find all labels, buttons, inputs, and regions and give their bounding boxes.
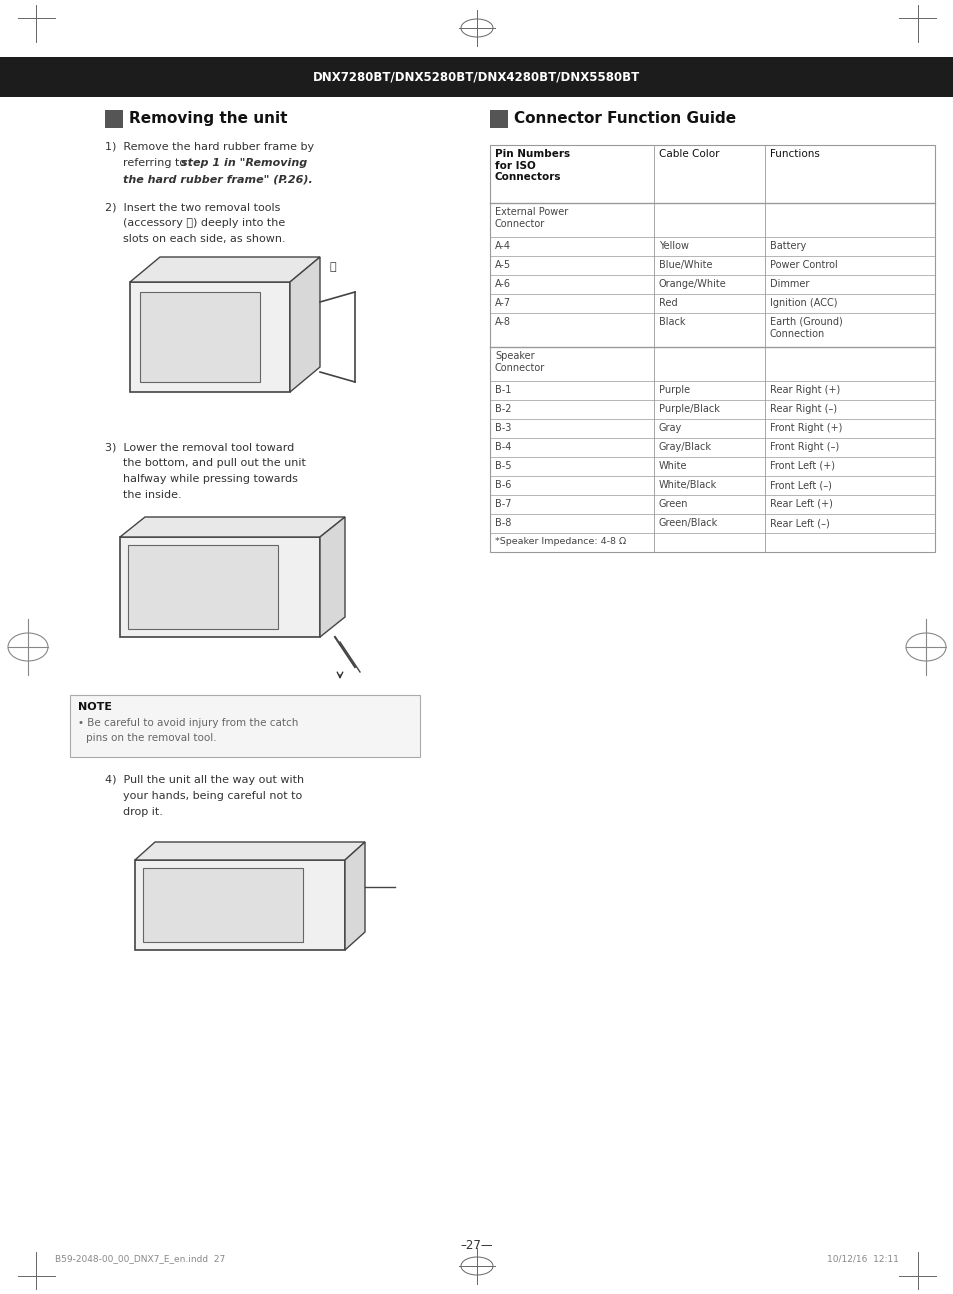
Text: –27—: –27— <box>460 1238 493 1253</box>
Bar <box>490 145 934 553</box>
Polygon shape <box>345 842 365 950</box>
Text: 3)  Lower the removal tool toward: 3) Lower the removal tool toward <box>105 443 294 452</box>
Text: Front Left (+): Front Left (+) <box>769 461 834 471</box>
Text: step 1 in "Removing: step 1 in "Removing <box>181 158 307 168</box>
Text: 2)  Insert the two removal tools: 2) Insert the two removal tools <box>105 202 280 212</box>
Text: Front Right (+): Front Right (+) <box>769 423 841 433</box>
Text: Red: Red <box>659 298 677 308</box>
Text: Green/Black: Green/Black <box>659 518 718 528</box>
Text: B-4: B-4 <box>495 443 511 452</box>
Bar <box>130 282 290 392</box>
Text: 10/12/16  12:11: 10/12/16 12:11 <box>826 1254 898 1263</box>
Text: the bottom, and pull out the unit: the bottom, and pull out the unit <box>123 458 306 468</box>
Text: Gray/Black: Gray/Black <box>659 443 711 452</box>
Text: Front Left (–): Front Left (–) <box>769 480 831 490</box>
Text: B-8: B-8 <box>495 518 511 528</box>
Bar <box>70 695 419 757</box>
Text: *Speaker Impedance: 4-8 Ω: *Speaker Impedance: 4-8 Ω <box>495 537 625 546</box>
Polygon shape <box>120 518 345 537</box>
Text: Speaker
Connector: Speaker Connector <box>495 351 545 373</box>
Bar <box>143 868 303 942</box>
Text: B-5: B-5 <box>495 461 511 471</box>
Text: Rear Right (+): Rear Right (+) <box>769 386 840 395</box>
Text: Removing the unit: Removing the unit <box>129 111 287 126</box>
Polygon shape <box>130 258 319 282</box>
Bar <box>490 110 507 128</box>
Text: Earth (Ground)
Connection: Earth (Ground) Connection <box>769 317 841 339</box>
Text: A-5: A-5 <box>495 260 511 270</box>
Text: Connector Function Guide: Connector Function Guide <box>514 111 736 126</box>
Text: External Power
Connector: External Power Connector <box>495 207 568 229</box>
Text: Functions: Functions <box>769 149 819 159</box>
Text: Front Right (–): Front Right (–) <box>769 443 839 452</box>
Text: White/Black: White/Black <box>659 480 717 490</box>
Text: Gray: Gray <box>659 423 681 433</box>
Polygon shape <box>135 842 365 861</box>
Bar <box>120 537 319 637</box>
Text: Yellow: Yellow <box>659 241 688 251</box>
Text: drop it.: drop it. <box>123 807 163 817</box>
Text: referring to: referring to <box>123 158 190 168</box>
Text: Purple/Black: Purple/Black <box>659 404 720 414</box>
Bar <box>140 292 260 382</box>
Bar <box>135 861 345 950</box>
Text: halfway while pressing towards: halfway while pressing towards <box>123 474 297 484</box>
Bar <box>105 110 123 128</box>
Text: B-3: B-3 <box>495 423 511 433</box>
Text: (accessory ⓘ) deeply into the: (accessory ⓘ) deeply into the <box>123 217 285 228</box>
Text: B59-2048-00_00_DNX7_E_en.indd  27: B59-2048-00_00_DNX7_E_en.indd 27 <box>55 1254 225 1263</box>
Text: B-7: B-7 <box>495 499 511 509</box>
Text: Cable Color: Cable Color <box>659 149 719 159</box>
Text: 1)  Remove the hard rubber frame by: 1) Remove the hard rubber frame by <box>105 142 314 151</box>
Text: White: White <box>659 461 687 471</box>
Polygon shape <box>290 258 319 392</box>
Text: Rear Right (–): Rear Right (–) <box>769 404 836 414</box>
Text: Orange/White: Orange/White <box>659 280 726 289</box>
Text: A-6: A-6 <box>495 280 511 289</box>
Bar <box>128 545 277 629</box>
Text: B-6: B-6 <box>495 480 511 490</box>
Text: ⓘ: ⓘ <box>330 261 336 272</box>
Text: 4)  Pull the unit all the way out with: 4) Pull the unit all the way out with <box>105 775 304 785</box>
Text: Purple: Purple <box>659 386 689 395</box>
Text: pins on the removal tool.: pins on the removal tool. <box>86 732 216 743</box>
Bar <box>0 57 953 97</box>
Text: B-2: B-2 <box>495 404 511 414</box>
Text: Rear Left (+): Rear Left (+) <box>769 499 832 509</box>
Text: your hands, being careful not to: your hands, being careful not to <box>123 791 302 801</box>
Text: A-4: A-4 <box>495 241 511 251</box>
Polygon shape <box>319 518 345 637</box>
Text: the inside.: the inside. <box>123 490 181 499</box>
Text: Green: Green <box>659 499 688 509</box>
Text: B-1: B-1 <box>495 386 511 395</box>
Text: Battery: Battery <box>769 241 805 251</box>
Text: Blue/White: Blue/White <box>659 260 712 270</box>
Text: DNX7280BT/DNX5280BT/DNX4280BT/DNX5580BT: DNX7280BT/DNX5280BT/DNX4280BT/DNX5580BT <box>313 70 640 84</box>
Text: Power Control: Power Control <box>769 260 837 270</box>
Text: Dimmer: Dimmer <box>769 280 808 289</box>
Text: A-7: A-7 <box>495 298 511 308</box>
Text: slots on each side, as shown.: slots on each side, as shown. <box>123 234 285 245</box>
Text: Ignition (ACC): Ignition (ACC) <box>769 298 837 308</box>
Text: Black: Black <box>659 317 685 327</box>
Text: the hard rubber frame" (P.26).: the hard rubber frame" (P.26). <box>123 173 313 184</box>
Text: A-8: A-8 <box>495 317 511 327</box>
Text: Pin Numbers
for ISO
Connectors: Pin Numbers for ISO Connectors <box>495 149 570 182</box>
Text: Rear Left (–): Rear Left (–) <box>769 518 829 528</box>
Text: • Be careful to avoid injury from the catch: • Be careful to avoid injury from the ca… <box>78 718 298 729</box>
Text: NOTE: NOTE <box>78 703 112 712</box>
